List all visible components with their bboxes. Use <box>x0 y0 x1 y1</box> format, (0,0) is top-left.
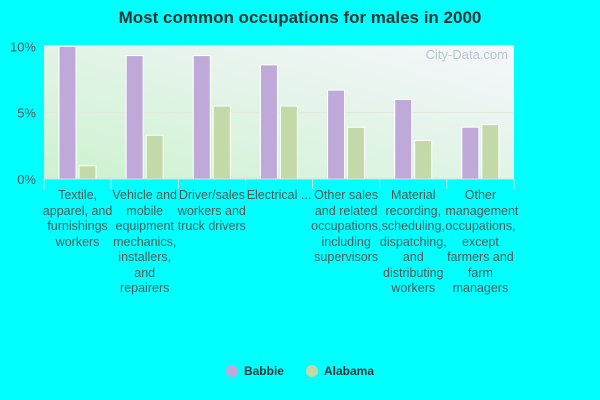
bar-babbie <box>125 55 144 180</box>
bar-babbie <box>327 89 346 180</box>
bar-babbie <box>192 55 211 180</box>
x-tick-label: Textile, apparel, and furnishings worker… <box>42 188 113 249</box>
x-tick-label: Material recording, scheduling, dispatch… <box>379 188 447 295</box>
plot-area <box>44 45 514 179</box>
x-tick-label: Electrical ... <box>246 188 312 202</box>
legend-label: Alabama <box>323 364 375 378</box>
x-tick-label: Other management occupations, except far… <box>445 188 519 295</box>
y-tick-label: 0% <box>17 172 36 187</box>
y-tick-label: 5% <box>17 106 36 121</box>
bar-alabama <box>279 105 298 180</box>
x-tick-label: Other sales and related occupations, inc… <box>311 188 382 264</box>
watermark: City-Data.com <box>426 47 508 62</box>
y-tick-label: 10% <box>10 39 36 54</box>
x-tick-label: Driver/sales workers and truck drivers <box>177 188 246 233</box>
bar-babbie <box>461 126 480 180</box>
legend-swatch <box>305 365 318 377</box>
bar-babbie <box>259 64 278 180</box>
bar-babbie <box>394 98 413 180</box>
bar-alabama <box>78 165 97 180</box>
bar-alabama <box>481 124 500 180</box>
bar-babbie <box>58 45 77 180</box>
chart-title: Most common occupations for males in 200… <box>118 8 482 27</box>
legend-label: Babbie <box>243 364 284 378</box>
legend-item: Alabama <box>305 364 375 378</box>
x-tick-label: Vehicle and mobile equipment mechanics, … <box>112 188 178 295</box>
bar-alabama <box>347 126 366 180</box>
legend-swatch <box>225 365 238 377</box>
bar-alabama <box>212 105 231 180</box>
bar-alabama <box>414 140 433 180</box>
legend: Babbie Alabama <box>0 364 600 378</box>
bar-alabama <box>145 134 164 180</box>
legend-item: Babbie <box>225 364 284 378</box>
